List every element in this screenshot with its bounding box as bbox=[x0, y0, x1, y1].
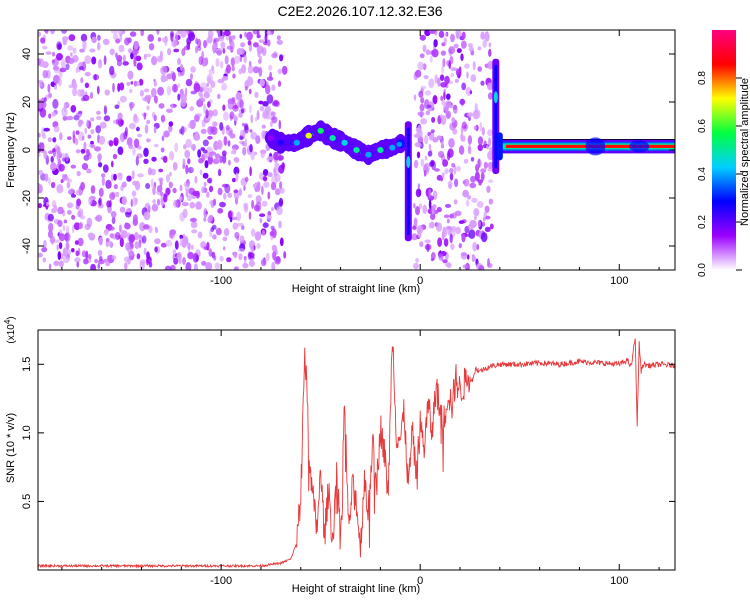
colorbar-tick: 0.2 bbox=[697, 215, 742, 229]
spectrogram-marks bbox=[38, 30, 675, 270]
spectrogram-ytick: 40 bbox=[21, 48, 675, 60]
snr-xtick: -100 bbox=[210, 330, 232, 587]
spectrogram-xtick: 100 bbox=[610, 30, 628, 287]
figure-title: C2E2.2026.107.12.32.E36 bbox=[277, 3, 442, 19]
spectrogram-ytick: 0 bbox=[21, 147, 675, 153]
colorbar-tick: 0.4 bbox=[697, 167, 742, 181]
snr-ytick-label: 0.5 bbox=[21, 494, 33, 509]
bright-spike-0 bbox=[404, 121, 412, 242]
snr-panel: -100 0 100 0.5 1.0 1.5 (x104) Height of strai… bbox=[3, 316, 676, 595]
snr-xtick-label: -100 bbox=[210, 575, 232, 587]
snr-ytick: 0.5 bbox=[21, 494, 675, 509]
signal-trace bbox=[264, 120, 407, 165]
spectrogram-xtick-label: 0 bbox=[417, 275, 423, 287]
spectrogram-xtick: 0 bbox=[417, 30, 423, 287]
colorbar-tick-label: 0.6 bbox=[697, 119, 708, 133]
colorbar-tick-label: 0.0 bbox=[697, 263, 708, 277]
spectrogram-ytick-label: 0 bbox=[21, 147, 33, 153]
spectrogram-xtick-label: -100 bbox=[210, 275, 232, 287]
spectrogram-xlabel: Height of straight line (km) bbox=[292, 283, 420, 295]
spectrogram-ylabel: Frequency (Hz) bbox=[5, 112, 17, 188]
snr-line bbox=[38, 338, 675, 569]
spectrogram-xtick-label: 100 bbox=[610, 275, 628, 287]
snr-ylabel: SNR (10 * v/v) bbox=[5, 413, 17, 483]
colorbar-tick-label: 0.2 bbox=[697, 215, 708, 229]
spectrogram-panel: -100 0 100 -40 -20 0 20 40 Height of straight l… bbox=[5, 29, 676, 295]
colorbar-tick: 0.6 bbox=[697, 119, 742, 133]
spectrogram-ytick-label: 40 bbox=[21, 48, 33, 60]
spectrogram-ytick-label: -20 bbox=[21, 190, 33, 206]
spectrogram-ytick: -40 bbox=[21, 238, 675, 254]
snr-background bbox=[38, 330, 675, 570]
spectrogram-axes: -100 0 100 -40 -20 0 20 40 bbox=[21, 30, 675, 287]
snr-multiplier: (x104) bbox=[3, 316, 17, 343]
spectrogram-ytick-label: -40 bbox=[21, 238, 33, 254]
snr-ytick: 1.5 bbox=[21, 357, 675, 372]
snr-xtick-label: 100 bbox=[610, 575, 628, 587]
colorbar-ticks: 0.0 0.2 0.4 0.6 0.8 bbox=[697, 71, 742, 277]
spectrogram-ytick: -20 bbox=[21, 190, 675, 206]
snr-frame bbox=[37, 329, 676, 571]
spectrogram-ytick: 20 bbox=[21, 96, 675, 108]
tone-line bbox=[496, 132, 675, 161]
snr-xtick-label: 0 bbox=[417, 575, 423, 587]
snr-marks bbox=[38, 338, 675, 569]
snr-ytick-label: 1.0 bbox=[21, 425, 33, 440]
colorbar-tick: 0.8 bbox=[697, 71, 742, 85]
snr-xtick: 0 bbox=[417, 330, 423, 587]
colorbar-gradient bbox=[712, 30, 736, 270]
colorbar-tick: 0.0 bbox=[697, 263, 742, 277]
noise-speckles bbox=[38, 30, 495, 270]
colorbar-tick-label: 0.8 bbox=[697, 71, 708, 85]
spectrogram-ytick-label: 20 bbox=[21, 96, 33, 108]
snr-xtick: 100 bbox=[610, 330, 628, 587]
spectrogram-xtick: -100 bbox=[210, 30, 232, 287]
snr-xlabel: Height of straight line (km) bbox=[292, 583, 420, 595]
colorbar: 0.0 0.2 0.4 0.6 0.8 Normalized spectral ampl… bbox=[697, 30, 750, 277]
snr-ytick: 1.0 bbox=[21, 425, 675, 441]
bright-spike-1 bbox=[492, 58, 500, 174]
snr-axes: -100 0 100 0.5 1.0 1.5 bbox=[21, 330, 675, 587]
colorbar-label: Normalized spectral amplitude bbox=[739, 78, 750, 226]
snr-ytick-label: 1.5 bbox=[21, 357, 33, 372]
colorbar-tick-label: 0.4 bbox=[697, 167, 708, 181]
